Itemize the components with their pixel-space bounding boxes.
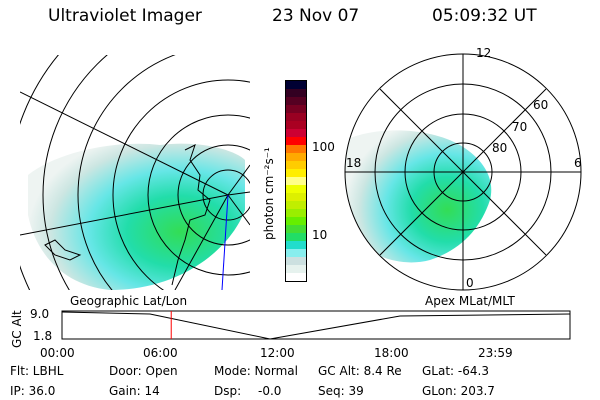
polar-map: [344, 53, 582, 291]
colorbar-band: [286, 129, 306, 137]
colorbar-band: [286, 185, 306, 193]
gain-status: Gain: 14: [109, 384, 160, 398]
colorbar-band: [286, 121, 306, 129]
colorbar-band: [286, 145, 306, 153]
ring-60-label: 60: [533, 98, 549, 112]
colorbar-tick-100: 100: [312, 140, 335, 154]
alt-plot: [61, 310, 571, 340]
date-label: 23 Nov 07: [272, 6, 360, 26]
mode-status: Mode: Normal: [214, 364, 298, 378]
colorbar-unit-label: photon cm⁻²s⁻¹: [262, 147, 276, 240]
ip-status: IP: 36.0: [10, 384, 56, 398]
instrument-title: Ultraviolet Imager: [48, 6, 202, 26]
colorbar-band: [286, 241, 306, 249]
xtick-1800: 18:00: [374, 346, 409, 360]
coastline: [171, 144, 211, 286]
mlt-18-label: 18: [346, 156, 362, 170]
colorbar-band: [286, 137, 306, 145]
ring-70-label: 70: [512, 120, 528, 134]
colorbar-tick-10: 10: [312, 228, 328, 242]
colorbar-band: [286, 113, 306, 121]
alt-ymin: 1.8: [33, 329, 53, 343]
colorbar-band: [286, 97, 306, 105]
colorbar-band: [286, 105, 306, 113]
geographic-panel-label: Geographic Lat/Lon: [70, 294, 188, 308]
lat-lon-grid: [20, 55, 250, 290]
colorbar-band: [286, 249, 306, 257]
colorbar-band: [286, 169, 306, 177]
colorbar-band: [286, 273, 306, 281]
xtick-0000: 00:00: [40, 346, 75, 360]
colorbar-band: [286, 153, 306, 161]
apex-panel-label: Apex MLat/MLT: [425, 294, 515, 308]
colorbar-band: [286, 201, 306, 209]
glat-status: GLat: -64.3: [422, 364, 489, 378]
mlt-6-label: 6: [574, 156, 582, 170]
colorbar-band: [286, 233, 306, 241]
colorbar-band: [286, 89, 306, 97]
colorbar-band: [286, 217, 306, 225]
alt-plot-ylabel: GC Alt: [10, 310, 24, 348]
aurora-emission-left: [28, 143, 245, 290]
xtick-0600: 06:00: [143, 346, 178, 360]
colorbar-band: [286, 161, 306, 169]
colorbar-band: [286, 177, 306, 185]
mlt-12-label: 12: [476, 46, 492, 60]
mlt-0-label: 0: [466, 276, 474, 290]
xtick-2359: 23:59: [478, 346, 513, 360]
geographic-map: [20, 55, 250, 290]
ring-80-label: 80: [492, 141, 508, 155]
colorbar-band: [286, 257, 306, 265]
door-status: Door: Open: [109, 364, 178, 378]
aurora-emission-right: [345, 130, 492, 263]
gc-alt-status: GC Alt: 8.4 Re: [318, 364, 402, 378]
colorbar-band: [286, 225, 306, 233]
colorbar: [285, 80, 307, 282]
colorbar-band: [286, 81, 306, 89]
xtick-1200: 12:00: [260, 346, 295, 360]
colorbar-band: [286, 265, 306, 273]
glon-status: GLon: 203.7: [422, 384, 495, 398]
time-label: 05:09:32 UT: [432, 6, 537, 26]
filter-status: Flt: LBHL: [10, 364, 64, 378]
dsp-value: -0.0: [258, 384, 282, 398]
colorbar-band: [286, 193, 306, 201]
seq-status: Seq: 39: [318, 384, 364, 398]
dsp-label: Dsp:: [214, 384, 242, 398]
alt-ymax: 9.0: [30, 307, 50, 321]
satellite-direction-line: [221, 194, 229, 290]
colorbar-band: [286, 209, 306, 217]
coastline-nz: [44, 239, 82, 261]
